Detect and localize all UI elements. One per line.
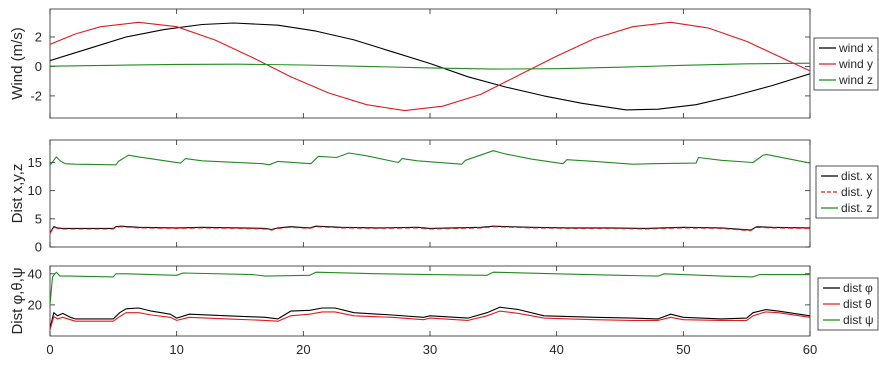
x-tick-label: 30	[423, 342, 437, 357]
y-axis-label: Wind (m/s)	[9, 27, 26, 100]
legend-label: dist ψ	[843, 313, 874, 327]
axes-box-3	[50, 266, 810, 336]
subplot-1: 2 0 -2 Wind (m/s) wind x wind y wind z	[9, 9, 878, 118]
legend-label: dist φ	[843, 281, 873, 295]
x-tick-label: 10	[169, 342, 183, 357]
y-tick-label: -2	[30, 88, 42, 103]
y-tick-label: 5	[35, 211, 42, 226]
legend-label: wind z	[838, 73, 873, 87]
y-tick-label: 15	[28, 155, 42, 170]
y-tick-label: 0	[35, 59, 42, 74]
legend-3: dist φ dist θ dist ψ	[818, 278, 878, 330]
legend-1: wind x wind y wind z	[814, 38, 878, 90]
x-tick-label: 20	[296, 342, 310, 357]
legend-label: dist. y	[841, 185, 872, 199]
axes-box-2	[50, 140, 810, 247]
x-tick-label: 40	[549, 342, 563, 357]
y-tick-label: 2	[35, 29, 42, 44]
y-tick-label: 0	[35, 240, 42, 255]
y-tick-label: 40	[28, 266, 42, 281]
subplot-2: 15 10 5 0 Dist x,y,z dist. x dist. y dist. z	[9, 140, 878, 255]
x-tick-label: 50	[676, 342, 690, 357]
legend-2: dist. x dist. y dist. z	[816, 166, 878, 218]
y-axis-label: Dist x,y,z	[9, 164, 26, 224]
legend-label: wind x	[838, 41, 873, 55]
y-axis-label: Dist φ,θ,ψ	[9, 267, 26, 334]
legend-label: dist. z	[841, 201, 872, 215]
y-tick-label: 10	[28, 183, 42, 198]
legend-label: dist. x	[841, 169, 872, 183]
x-tick-label: 60	[803, 342, 817, 357]
y-tick-label: 20	[28, 297, 42, 312]
x-tick-label: 0	[46, 342, 53, 357]
legend-label: wind y	[838, 57, 873, 71]
legend-label: dist θ	[843, 297, 872, 311]
